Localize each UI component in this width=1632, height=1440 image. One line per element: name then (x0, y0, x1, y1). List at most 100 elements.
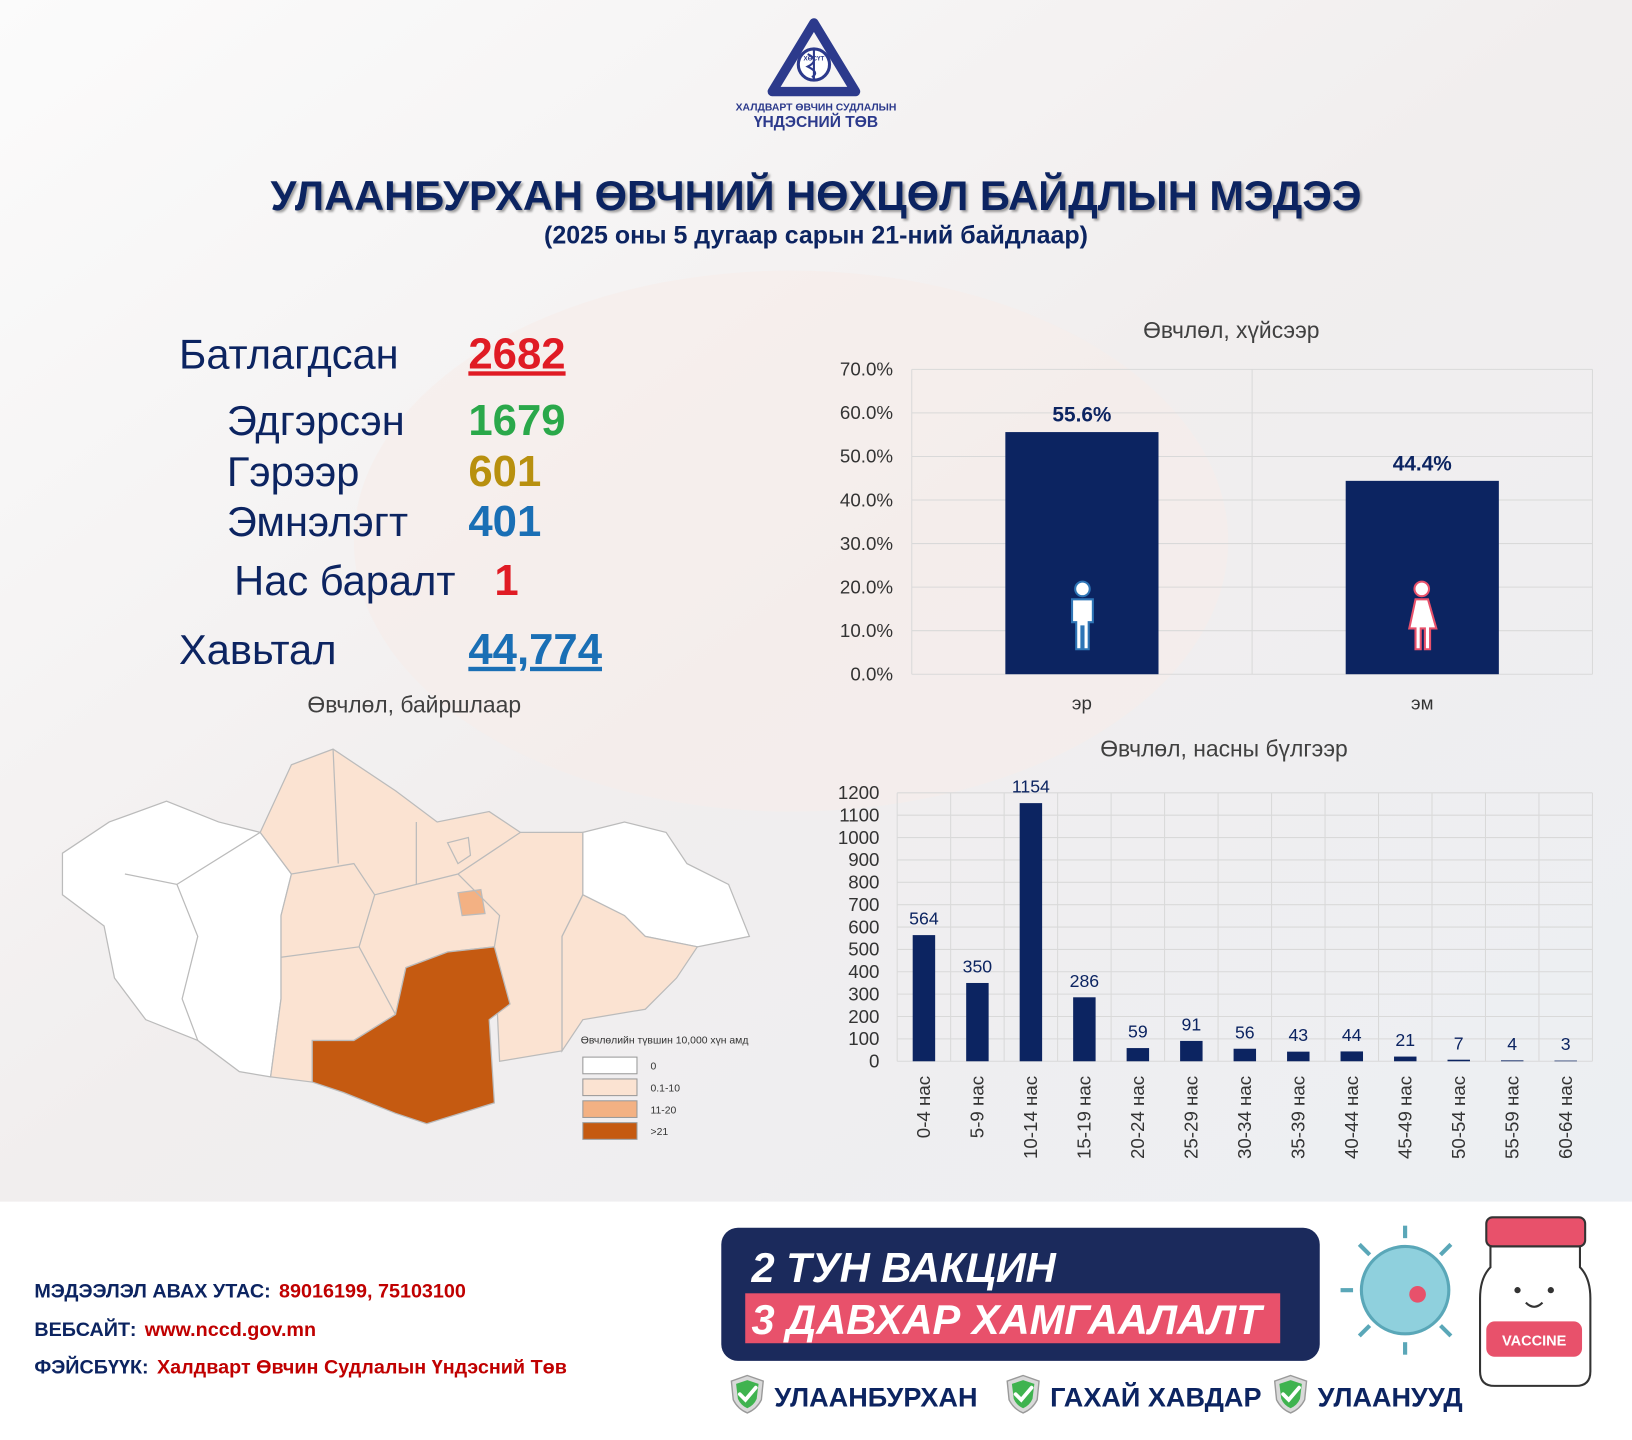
legend-label: 0 (651, 1062, 657, 1073)
x-tick-label: эр (1072, 693, 1092, 714)
bar (912, 935, 936, 1062)
legend-label: 0.1-10 (651, 1083, 681, 1094)
stat-label: Эмнэлэгт (227, 498, 408, 545)
y-tick-label: 200 (848, 1006, 879, 1027)
bar (1345, 480, 1499, 675)
legend-swatch (582, 1122, 638, 1140)
banner-highlight (745, 1293, 1281, 1344)
y-tick-label: 0.0% (850, 663, 893, 684)
map-border (124, 749, 521, 1041)
vaccine-illustration: VACCINE (1479, 1216, 1592, 1387)
disease-list: УЛААНБУРХАН ГАХАЙ ХАВДАР УЛААНУУД (729, 1373, 1463, 1415)
y-tick-label: 30.0% (840, 533, 893, 554)
data-label: 564 (909, 909, 939, 929)
chart-title: Өвчлөл, насны бүлгээр (1100, 735, 1348, 761)
legend-swatch (582, 1100, 638, 1118)
bar (1500, 1060, 1524, 1062)
page-subtitle: (2025 оны 5 дугаар сарын 21-ний байдлаар… (544, 221, 1088, 249)
stat-label: Батлагдсан (179, 330, 399, 377)
stat-value: 2682 (468, 329, 565, 378)
data-label: 56 (1235, 1022, 1255, 1042)
x-tick-label: 40-44 нас (1341, 1076, 1362, 1159)
x-tick-label: 10-14 нас (1020, 1076, 1041, 1159)
footer-row: ФЭЙСБҮҮК: Халдварт Өвчин Судлалын Үндэсни… (34, 1354, 567, 1378)
y-tick-label: 800 (848, 872, 879, 893)
legend: 0 0.1-10 11-20 >21 (582, 1056, 681, 1140)
y-tick-label: 700 (848, 894, 879, 915)
x-tick-label: 50-54 нас (1448, 1076, 1469, 1159)
legend-swatch (582, 1056, 638, 1075)
bar (1233, 1048, 1257, 1062)
data-label: 7 (1454, 1033, 1464, 1053)
bar (1554, 1060, 1577, 1062)
stat-value: 401 (468, 497, 541, 546)
x-tick-label: 30-34 нас (1234, 1076, 1255, 1159)
y-tick-label: 40.0% (840, 489, 893, 510)
x-tick-label: 25-29 нас (1181, 1076, 1202, 1159)
legend-swatch (582, 1078, 638, 1097)
x-tick-label: 45-49 нас (1395, 1076, 1416, 1159)
y-tick-label: 1100 (839, 804, 879, 825)
y-tick-label: 400 (848, 961, 879, 982)
data-label: 59 (1128, 1022, 1148, 1042)
legend-label: 11-20 (651, 1105, 677, 1116)
bar (1447, 1059, 1470, 1062)
background-shape (353, 270, 1229, 812)
x-tick-label: 5-9 нас (967, 1076, 988, 1138)
data-label: 350 (963, 957, 993, 977)
data-label: 44.4% (1393, 452, 1452, 475)
bar (1019, 803, 1043, 1062)
legend-label: >21 (651, 1127, 669, 1138)
x-tick-label: 35-39 нас (1288, 1076, 1309, 1159)
disease: УЛААНУУД (1318, 1383, 1463, 1413)
x-tick-label: 55-59 нас (1501, 1076, 1522, 1159)
phone: 89016199, 75103100 (279, 1280, 466, 1302)
disease: ГАХАЙ ХАВДАР (1050, 1381, 1261, 1413)
x-tick-label: 60-64 нас (1555, 1076, 1576, 1159)
charts: Өвчлөл, хүйсээр 0.0% 10.0% 20.0% 30.0% 40.0% 5… (838, 317, 1593, 1159)
y-tick-label: 900 (848, 849, 879, 870)
y-tick-label: 70.0% (840, 359, 893, 380)
y-tick-label: 20.0% (840, 576, 893, 597)
footer-row: ВЕБСАЙТ: www.nccd.gov.mn (34, 1317, 316, 1341)
banner-line: 3 ДАВХАР ХАМГААЛАЛТ (751, 1296, 1265, 1343)
web-label: ВЕБСАЙТ: (34, 1317, 136, 1341)
data-label: 21 (1395, 1030, 1415, 1050)
data-label: 43 (1288, 1025, 1308, 1045)
chart-title: Өвчлөл, хүйсээр (1143, 317, 1319, 343)
stat-value: 44,774 (468, 625, 602, 674)
stat-value: 1679 (468, 396, 565, 445)
y-tick-label: 0 (869, 1051, 879, 1072)
y-tick-label: 600 (848, 916, 879, 937)
y-tick-label: 300 (848, 983, 879, 1004)
legend-title: Өвчлөлийн түвшин 10,000 хүн амд (581, 1036, 749, 1047)
bar (1073, 997, 1096, 1062)
logo: ХӨСҮТ (767, 18, 861, 97)
y-tick-label: 50.0% (840, 446, 893, 467)
bar (966, 982, 989, 1062)
stat-value: 601 (468, 447, 541, 496)
bar (1287, 1051, 1310, 1062)
stat-label: Гэрээр (227, 448, 360, 495)
y-tick-label: 10.0% (840, 620, 893, 641)
map-region (561, 893, 699, 1053)
data-label: 286 (1070, 971, 1100, 991)
y-tick-label: 1200 (838, 782, 880, 803)
virus-illustration (1340, 1225, 1453, 1355)
map-region (457, 888, 486, 917)
data-label: 91 (1181, 1015, 1201, 1035)
x-tick-label: 0-4 нас (913, 1076, 934, 1138)
website[interactable]: www.nccd.gov.mn (144, 1319, 316, 1341)
y-tick-label: 1000 (838, 827, 880, 848)
data-label: 55.6% (1052, 404, 1111, 427)
stat-value: 1 (494, 556, 518, 605)
footer-row: МЭДЭЭЛЭЛ АВАХ УТАС: 89016199, 75103100 (34, 1280, 466, 1302)
stat-label: Хавьтал (179, 626, 336, 673)
bar (1180, 1040, 1203, 1062)
male-icon (1071, 580, 1094, 651)
org-name: ҮНДЭСНИЙ ТӨВ (754, 112, 878, 131)
y-tick-label: 60.0% (840, 402, 893, 423)
stat-label: Нас баралт (234, 557, 455, 604)
facebook[interactable]: Халдварт Өвчин Судлалын Үндэсний Төв (157, 1356, 567, 1378)
